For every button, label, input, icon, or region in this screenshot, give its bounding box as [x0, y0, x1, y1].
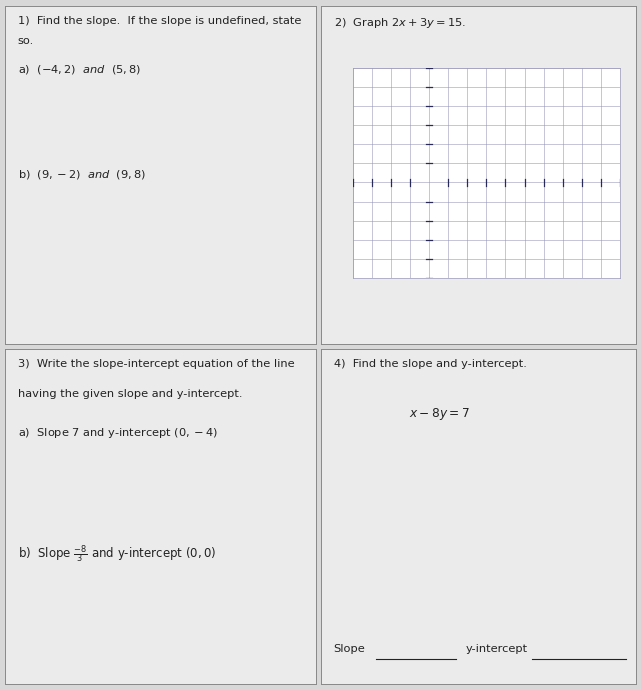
Text: $x - 8y = 7$: $x - 8y = 7$ [409, 406, 470, 422]
Text: having the given slope and y-intercept.: having the given slope and y-intercept. [17, 389, 242, 400]
Text: b)  $(9, -2)$  $\it{and}$  $(9, 8)$: b) $(9, -2)$ $\it{and}$ $(9, 8)$ [17, 168, 146, 181]
Text: 3)  Write the slope-intercept equation of the line: 3) Write the slope-intercept equation of… [17, 359, 294, 369]
Text: a)  $(-4, 2)$  $\it{and}$  $(5, 8)$: a) $(-4, 2)$ $\it{and}$ $(5, 8)$ [17, 63, 141, 76]
Text: 1)  Find the slope.  If the slope is undefined, state: 1) Find the slope. If the slope is undef… [17, 16, 301, 26]
Text: 4)  Find the slope and y-intercept.: 4) Find the slope and y-intercept. [334, 359, 527, 369]
Text: a)  Slope 7 and y-intercept $(0, -4)$: a) Slope 7 and y-intercept $(0, -4)$ [17, 426, 217, 440]
Text: Slope: Slope [334, 644, 365, 654]
Text: b)  Slope $\frac{-8}{3}$ and y-intercept $(0, 0)$: b) Slope $\frac{-8}{3}$ and y-intercept … [17, 544, 216, 565]
Text: so.: so. [17, 36, 34, 46]
Text: 2)  Graph $2x + 3y = 15$.: 2) Graph $2x + 3y = 15$. [334, 16, 466, 30]
Text: y-intercept: y-intercept [466, 644, 528, 654]
